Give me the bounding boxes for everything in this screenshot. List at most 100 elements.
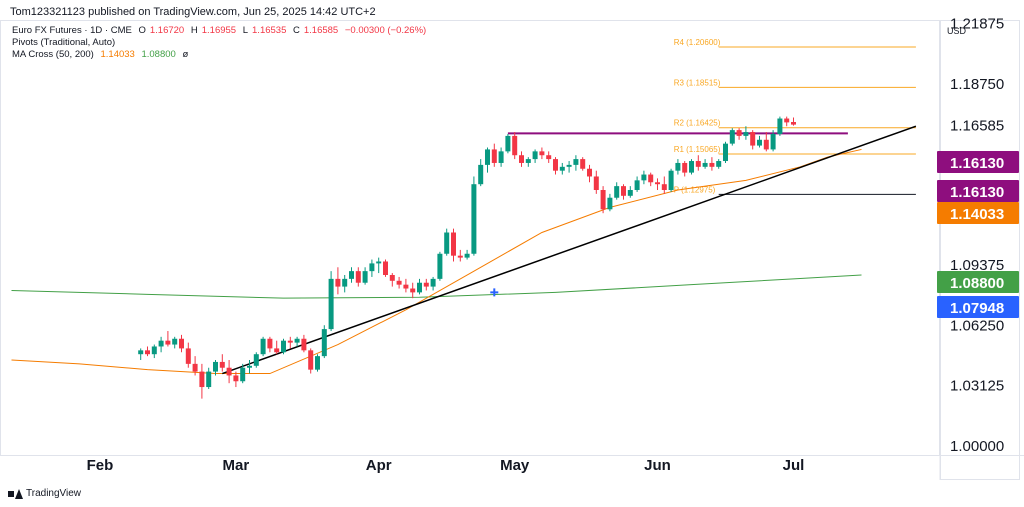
candle-body: [627, 190, 633, 196]
candle-body: [206, 371, 212, 388]
candle-body: [593, 176, 599, 190]
ma-extra: ø: [182, 49, 189, 60]
candle-body: [763, 139, 769, 150]
price-tag: [937, 296, 1019, 318]
ma-cross-marker: [490, 288, 499, 297]
candle-body: [240, 367, 246, 382]
high-label: H: [190, 25, 198, 36]
candle-body: [546, 155, 552, 160]
ma-fast-value: 1.14033: [100, 49, 135, 60]
candle-body: [179, 338, 184, 349]
candle-body: [784, 118, 790, 123]
low-label: L: [242, 25, 249, 36]
symbol-name: Euro FX Futures · 1D · CME: [12, 25, 132, 36]
price-tag-label: 1.16130: [950, 184, 1004, 201]
candle-body: [729, 130, 735, 144]
candle-body: [383, 261, 388, 275]
candle-body: [213, 361, 218, 372]
price-tag-label: 1.14033: [950, 206, 1004, 223]
candle-body: [641, 174, 647, 181]
candle-body: [430, 278, 436, 287]
x-tick-label: Jul: [783, 457, 805, 474]
pivot-label: R4 (1.20600): [674, 38, 721, 47]
low-value: 1.16535: [252, 25, 287, 36]
candle-body: [172, 338, 178, 345]
y-tick-label: 1.00000: [950, 438, 1004, 455]
candle-body: [287, 340, 293, 343]
candle-body: [519, 155, 524, 163]
candle-body: [587, 168, 592, 177]
candle-body: [709, 162, 715, 167]
candle-body: [566, 164, 572, 167]
candle-body: [464, 253, 470, 258]
candle-body: [185, 348, 191, 364]
candle-body: [580, 159, 586, 169]
candle-body: [757, 139, 762, 146]
candle-body: [260, 338, 266, 355]
candle-body: [559, 166, 565, 171]
footer: TradingView: [8, 488, 81, 499]
y-tick-label: 1.16585: [950, 118, 1004, 135]
candle-body: [505, 135, 511, 152]
pivots-label: Pivots (Traditional, Auto): [12, 37, 116, 48]
symbol-legend: Euro FX Futures · 1D · CME O 1.16720 H 1.1…: [12, 25, 430, 36]
candle-body: [308, 350, 314, 370]
open-value: 1.16720: [149, 25, 185, 36]
candle-body: [410, 288, 416, 293]
candle-body: [791, 122, 796, 125]
pivot-label: R2 (1.16425): [674, 119, 721, 128]
candle-body: [478, 164, 484, 185]
candle-body: [389, 275, 395, 281]
candle-body: [539, 151, 545, 156]
y-tick-label: 1.06250: [950, 317, 1004, 334]
candle-body: [233, 375, 239, 382]
candle-body: [498, 151, 504, 163]
candle-body: [301, 338, 307, 351]
candle-body: [491, 149, 497, 163]
candle-body: [655, 182, 660, 185]
price-tag-label: 1.07948: [950, 300, 1004, 317]
candle-body: [525, 159, 531, 163]
trend-line[interactable]: [222, 125, 917, 375]
candle-body: [621, 186, 626, 196]
candle-body: [294, 338, 300, 343]
x-tick-label: Jun: [644, 457, 671, 474]
candle-body: [716, 161, 722, 167]
price-tag: [937, 271, 1019, 293]
candle-body: [770, 133, 776, 150]
candle-body: [321, 329, 327, 357]
price-axis-border: [940, 20, 1020, 480]
pivot-label: R3 (1.18515): [674, 78, 721, 87]
ma-cross-legend: MA Cross (50, 200) 1.14033 1.08800 ø: [12, 49, 192, 60]
ma-cross-label: MA Cross (50, 200): [12, 49, 94, 60]
candle-body: [423, 282, 429, 287]
price-tag: [937, 151, 1019, 173]
candle-body: [342, 278, 348, 287]
candle-body: [553, 159, 558, 171]
ma-slow-value: 1.08800: [141, 49, 176, 60]
y-tick-label: 1.18750: [950, 76, 1004, 93]
candle-body: [661, 184, 667, 190]
candle-body: [274, 348, 280, 353]
close-value: 1.16585: [303, 25, 339, 36]
candle-body: [253, 354, 259, 366]
pivot-label: P (1.12975): [674, 185, 716, 194]
x-tick-label: Feb: [87, 457, 114, 474]
publisher-line: Tom123321123 published on TradingView.co…: [10, 6, 376, 18]
candle-body: [451, 232, 456, 256]
pivot-label: R1 (1.15065): [674, 145, 721, 154]
candle-body: [750, 132, 756, 146]
candle-body: [682, 162, 688, 173]
close-label: C: [293, 25, 300, 36]
candle-body: [349, 271, 354, 279]
candle-body: [689, 161, 694, 173]
price-tag: [937, 202, 1019, 224]
brand-name: TradingView: [26, 488, 82, 499]
candle-body: [219, 361, 225, 368]
ma50-line: [11, 148, 862, 375]
candle-body: [444, 232, 450, 254]
candle-body: [485, 149, 490, 165]
candle-body: [281, 340, 286, 353]
